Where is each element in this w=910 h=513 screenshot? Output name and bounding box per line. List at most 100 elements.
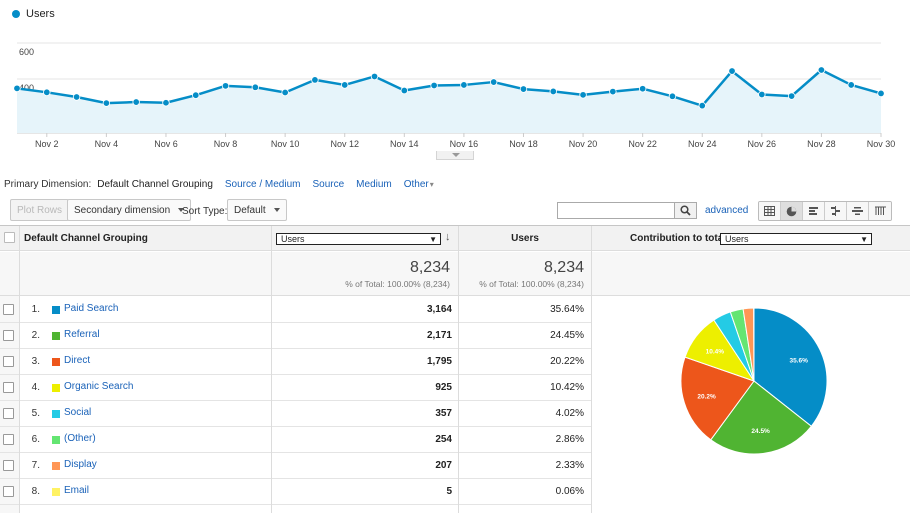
dimension-source[interactable]: Source xyxy=(312,178,345,190)
data-point[interactable] xyxy=(102,99,111,107)
data-point[interactable] xyxy=(728,67,736,75)
data-point[interactable] xyxy=(787,92,796,100)
dimension-source-medium[interactable]: Source / Medium xyxy=(224,178,301,190)
table-row: 2. Referral 2,171 24.45% xyxy=(0,323,592,349)
total-subtext-1: % of Total: 100.00% (8,234) xyxy=(345,279,450,289)
row-channel-link[interactable]: Referral xyxy=(64,329,100,340)
data-point[interactable] xyxy=(609,87,617,96)
row-checkbox[interactable] xyxy=(3,460,14,471)
data-point[interactable] xyxy=(847,81,855,89)
row-color-swatch xyxy=(52,358,60,366)
data-point[interactable] xyxy=(877,89,885,98)
comparison-icon xyxy=(831,206,840,216)
total-subtext-2: % of Total: 100.00% (8,234) xyxy=(479,279,584,289)
data-point[interactable] xyxy=(13,84,21,93)
data-point[interactable] xyxy=(817,66,826,74)
dimension-column-header[interactable]: Default Channel Grouping xyxy=(24,233,148,244)
x-tick-label: Nov 16 xyxy=(450,139,479,149)
x-tick-label: Nov 10 xyxy=(271,139,300,149)
row-channel-link[interactable]: Email xyxy=(64,485,90,496)
pie-chart-icon xyxy=(786,206,797,216)
table-row: 5. Social 357 4.02% xyxy=(0,401,592,427)
row-color-swatch xyxy=(52,436,60,444)
row-channel-link[interactable]: Direct xyxy=(64,355,91,366)
data-point[interactable] xyxy=(132,98,140,106)
chart-collapse-handle[interactable] xyxy=(436,151,474,160)
primary-dimension-bar: Primary Dimension: Default Channel Group… xyxy=(4,177,446,191)
advanced-filter-link[interactable]: advanced xyxy=(705,205,749,216)
contribution-label: Contribution to total: xyxy=(630,233,730,244)
pie-slice[interactable] xyxy=(680,356,755,441)
data-point[interactable] xyxy=(43,88,51,97)
row-checkbox[interactable] xyxy=(3,356,14,367)
data-point[interactable] xyxy=(370,72,379,81)
row-checkbox[interactable] xyxy=(3,408,14,419)
row-checkbox[interactable] xyxy=(3,330,14,341)
row-checkbox[interactable] xyxy=(3,434,14,445)
row-percent-value: 2.86% xyxy=(555,434,584,445)
data-point[interactable] xyxy=(72,93,81,101)
data-point[interactable] xyxy=(698,101,706,110)
row-percent-value: 24.45% xyxy=(550,330,584,341)
pie-slice[interactable] xyxy=(710,380,812,455)
row-channel-link[interactable]: Organic Search xyxy=(64,381,134,392)
secondary-dimension-dropdown[interactable]: Secondary dimension xyxy=(67,199,192,221)
row-checkbox[interactable] xyxy=(3,382,14,393)
view-comparison-button[interactable] xyxy=(825,202,847,220)
row-index: 4. xyxy=(31,382,40,393)
contribution-select[interactable]: Users ▼ xyxy=(720,233,872,245)
data-point[interactable] xyxy=(281,88,289,97)
data-point[interactable] xyxy=(668,92,677,100)
data-point[interactable] xyxy=(341,81,349,89)
data-point[interactable] xyxy=(251,83,260,91)
data-point[interactable] xyxy=(400,86,409,95)
view-pivot-button[interactable] xyxy=(869,202,891,220)
view-term-cloud-button[interactable] xyxy=(847,202,869,220)
data-point[interactable] xyxy=(519,85,528,93)
table-top-border xyxy=(0,225,910,226)
users-line xyxy=(16,68,882,107)
data-point[interactable] xyxy=(460,81,468,89)
dimension-other-dropdown[interactable]: Other xyxy=(404,179,434,190)
pie-slice[interactable] xyxy=(753,307,828,427)
row-channel-link[interactable]: (Other) xyxy=(64,433,96,444)
view-percentage-pie-button[interactable] xyxy=(781,202,803,220)
contribution-pie-chart: 35.6% 24.5% 20.2% 10.4% xyxy=(680,307,828,455)
primary-dimension-label: Primary Dimension: xyxy=(4,178,92,190)
users-column-header[interactable]: Users xyxy=(511,233,539,244)
plot-rows-button[interactable]: Plot Rows xyxy=(10,199,70,221)
table-search-input[interactable] xyxy=(557,202,675,219)
x-tick-label: Nov 2 xyxy=(35,139,59,149)
data-point[interactable] xyxy=(311,76,319,84)
sort-arrow-icon[interactable]: ↓ xyxy=(445,231,451,243)
data-point[interactable] xyxy=(549,87,557,96)
data-point[interactable] xyxy=(758,90,766,99)
data-point[interactable] xyxy=(430,81,438,90)
search-button[interactable] xyxy=(675,202,697,219)
data-point[interactable] xyxy=(221,82,230,90)
data-point[interactable] xyxy=(192,91,200,99)
row-percent-value: 10.42% xyxy=(550,382,584,393)
data-point[interactable] xyxy=(638,85,647,93)
grid-table-icon xyxy=(764,206,775,216)
data-point[interactable] xyxy=(162,99,170,107)
dimension-medium[interactable]: Medium xyxy=(356,178,392,190)
row-channel-link[interactable]: Paid Search xyxy=(64,303,119,314)
select-all-checkbox[interactable] xyxy=(4,232,15,243)
users-area xyxy=(17,70,881,133)
row-checkbox[interactable] xyxy=(3,304,14,315)
data-point[interactable] xyxy=(579,91,587,99)
metric-select[interactable]: Users ▼ xyxy=(276,233,441,245)
view-data-table-button[interactable] xyxy=(759,202,781,220)
row-users-value: 925 xyxy=(435,382,452,393)
row-channel-link[interactable]: Display xyxy=(64,459,97,470)
total-value-2: 8,234 xyxy=(543,259,584,276)
row-index: 7. xyxy=(31,460,40,471)
sort-type-dropdown[interactable]: Default xyxy=(227,199,287,221)
row-checkbox[interactable] xyxy=(3,486,14,497)
row-index: 8. xyxy=(31,486,40,497)
data-point[interactable] xyxy=(489,78,498,86)
x-tick-label: Nov 18 xyxy=(509,139,538,149)
view-performance-button[interactable] xyxy=(803,202,825,220)
row-channel-link[interactable]: Social xyxy=(64,407,92,418)
